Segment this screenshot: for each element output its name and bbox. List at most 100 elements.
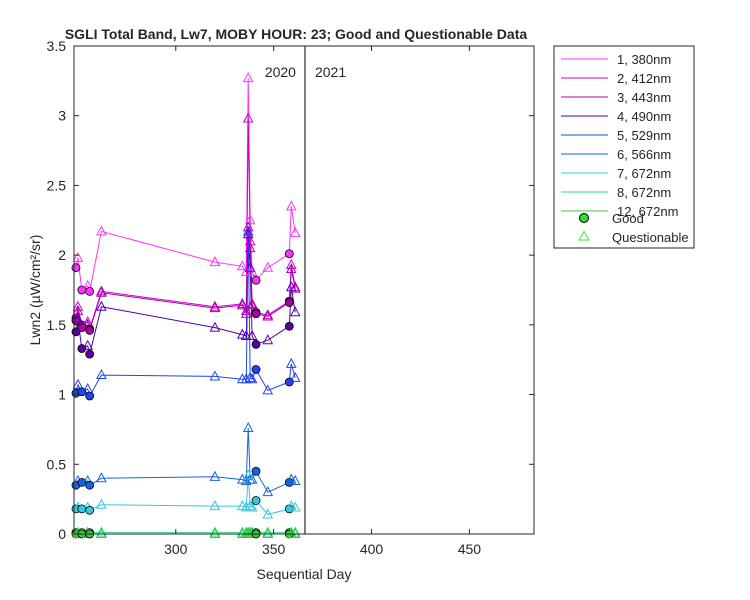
questionable-point (262, 309, 274, 320)
questionable-point (244, 235, 256, 246)
questionable-point (242, 421, 254, 433)
y-axis-label: Lwn2 (µW/cm²/sr) (27, 235, 43, 346)
good-point (77, 344, 87, 353)
questionable-point (262, 384, 274, 395)
legend-label: 6, 566nm (617, 147, 671, 162)
good-point (77, 387, 87, 397)
questionable-point (242, 71, 254, 83)
legend-label: 4, 490nm (617, 109, 671, 124)
questionable-point (285, 200, 297, 211)
questionable-point (82, 339, 94, 350)
questionable-point (285, 357, 297, 368)
questionable-point (246, 329, 258, 341)
y-tick-label: 3.5 (47, 38, 67, 54)
y-tick-label: 0 (58, 526, 66, 542)
questionable-point (242, 221, 254, 232)
good-point (85, 326, 95, 335)
good-point (251, 309, 261, 319)
questionable-point (72, 251, 84, 262)
x-tick-label: 400 (360, 541, 384, 557)
questionable-point (262, 486, 274, 497)
questionable-point (96, 527, 107, 538)
questionable-point (96, 286, 107, 297)
good-point (284, 321, 294, 331)
questionable-point (285, 258, 297, 269)
questionable-point (209, 370, 221, 381)
legend-label: 5, 529nm (617, 128, 671, 143)
questionable-point (242, 112, 254, 123)
questionable-point (246, 299, 258, 310)
x-tick-label: 350 (262, 541, 286, 557)
questionable-point (96, 526, 107, 537)
questionable-point (244, 500, 256, 511)
questionable-point (242, 225, 254, 236)
questionable-point (262, 261, 274, 272)
questionable-point (246, 297, 258, 308)
questionable-point (242, 228, 254, 239)
marker-layer (71, 71, 301, 539)
questionable-point (262, 508, 274, 519)
x-tick-label: 450 (458, 541, 482, 557)
good-point (85, 349, 95, 359)
questionable-point (237, 297, 248, 308)
y-tick-label: 2.5 (47, 177, 67, 193)
legend-good-marker (579, 213, 589, 223)
legend-good-label: Good (612, 211, 644, 226)
questionable-point (96, 472, 107, 483)
questionable-point (289, 371, 301, 382)
questionable-point (209, 302, 221, 313)
questionable-point (289, 527, 301, 538)
questionable-point (96, 285, 107, 296)
questionable-point (96, 225, 107, 236)
questionable-point (285, 263, 297, 274)
questionable-point (209, 500, 221, 511)
questionable-point (72, 313, 84, 324)
y-tick-label: 3 (58, 108, 66, 124)
questionable-point (246, 501, 258, 512)
questionable-point (289, 226, 301, 237)
questionable-point (244, 242, 256, 253)
questionable-point (262, 334, 274, 345)
good-point (85, 480, 95, 490)
questionable-point (209, 256, 221, 267)
x-tick-label: 300 (164, 541, 188, 557)
legend-box (553, 45, 695, 249)
good-point (85, 391, 95, 401)
good-point (77, 323, 87, 333)
questionable-point (240, 307, 252, 318)
chart-title: SGLI Total Band, Lw7, MOBY HOUR: 23; Goo… (65, 26, 528, 42)
questionable-point (237, 260, 248, 271)
questionable-point (209, 526, 221, 537)
good-point (85, 286, 95, 296)
questionable-point (96, 498, 107, 509)
questionable-point (289, 282, 301, 293)
good-point (85, 505, 95, 515)
questionable-point (244, 371, 256, 382)
year-label-2020: 2020 (265, 64, 296, 80)
legend-label: 7, 672nm (617, 166, 671, 181)
legend-label: 12, 672nm (617, 204, 678, 219)
questionable-point (242, 469, 254, 480)
questionable-point (96, 300, 107, 311)
questionable-point (262, 526, 274, 537)
y-tick-label: 1.5 (47, 317, 67, 333)
questionable-point (72, 300, 84, 311)
y-axis-ticks: 0 0.5 1 1.5 2 2.5 3 3.5 (47, 38, 534, 542)
y-tick-label: 1 (58, 387, 66, 403)
questionable-point (209, 300, 221, 311)
legend-label: 8, 672nm (617, 185, 671, 200)
good-point (284, 298, 294, 307)
year-label-2021: 2021 (315, 64, 346, 80)
good-point (251, 365, 261, 374)
good-point (251, 466, 261, 476)
questionable-point (289, 501, 301, 512)
good-point (251, 275, 261, 285)
legend-questionable-label: Questionable (612, 230, 689, 245)
legend: 1, 380nm 2, 412nm 3, 443nm 4, 490nm 5, 529nm… (553, 45, 695, 249)
questionable-point (289, 306, 301, 317)
questionable-point (240, 304, 252, 315)
x-axis-label: Sequential Day (257, 566, 352, 582)
questionable-point (244, 261, 256, 272)
legend-label: 1, 380nm (617, 52, 671, 67)
